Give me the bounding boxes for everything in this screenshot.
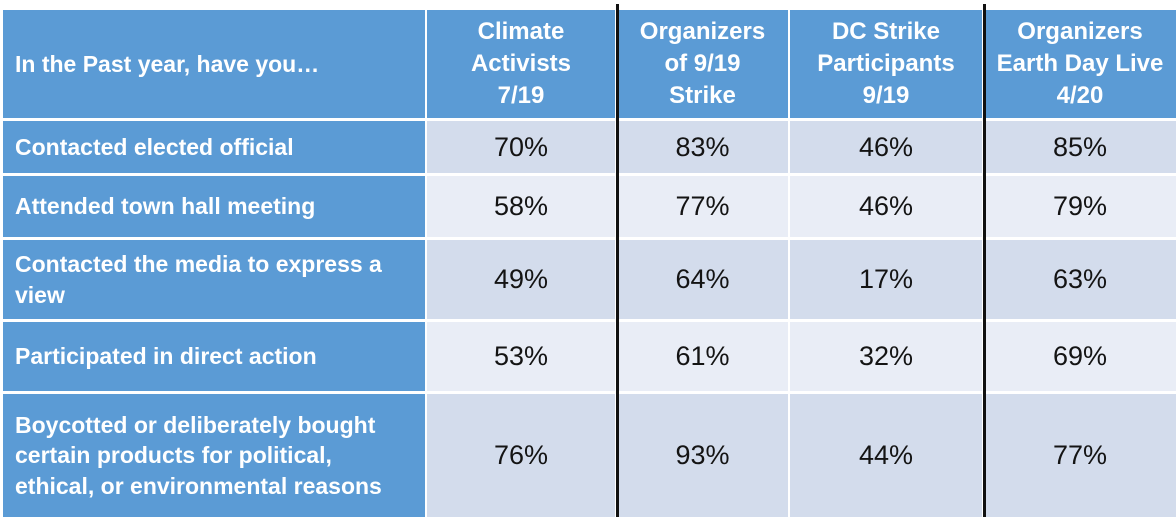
column-header-organizers-earth-day-live: Organizers Earth Day Live 4/20: [984, 10, 1176, 121]
table-title: In the Past year, have you…: [15, 50, 320, 77]
column-divider-line-left: [616, 4, 619, 517]
value-cell: 49%: [427, 240, 617, 322]
row-label-contacted-media: Contacted the media to express a view: [3, 240, 427, 322]
value-cell: 77%: [984, 394, 1176, 517]
survey-table: In the Past year, have you… Climate Acti…: [3, 10, 1176, 517]
value-cell: 69%: [984, 322, 1176, 394]
value-cell: 76%: [427, 394, 617, 517]
value-cell: 32%: [790, 322, 984, 394]
value-cell: 85%: [984, 121, 1176, 176]
value-cell: 63%: [984, 240, 1176, 322]
value-cell: 53%: [427, 322, 617, 394]
value-cell: 61%: [617, 322, 790, 394]
value-cell: 46%: [790, 121, 984, 176]
header-question-cell: In the Past year, have you…: [3, 10, 427, 121]
column-header-dc-strike-participants: DC Strike Participants 9/19: [790, 10, 984, 121]
column-header-organizers-919-strike: Organizers of 9/19 Strike: [617, 10, 790, 121]
value-cell: 17%: [790, 240, 984, 322]
value-cell: 46%: [790, 176, 984, 240]
column-header-climate-activists: Climate Activists 7/19: [427, 10, 617, 121]
value-cell: 58%: [427, 176, 617, 240]
column-divider-line-right: [983, 4, 986, 517]
value-cell: 83%: [617, 121, 790, 176]
row-label-attended-town-hall: Attended town hall meeting: [3, 176, 427, 240]
row-label-boycotted-products: Boycotted or deliberately bought certain…: [3, 394, 427, 517]
value-cell: 44%: [790, 394, 984, 517]
value-cell: 77%: [617, 176, 790, 240]
value-cell: 70%: [427, 121, 617, 176]
row-label-contacted-elected-official: Contacted elected official: [3, 121, 427, 176]
value-cell: 79%: [984, 176, 1176, 240]
row-label-participated-direct-action: Participated in direct action: [3, 322, 427, 394]
value-cell: 64%: [617, 240, 790, 322]
value-cell: 93%: [617, 394, 790, 517]
